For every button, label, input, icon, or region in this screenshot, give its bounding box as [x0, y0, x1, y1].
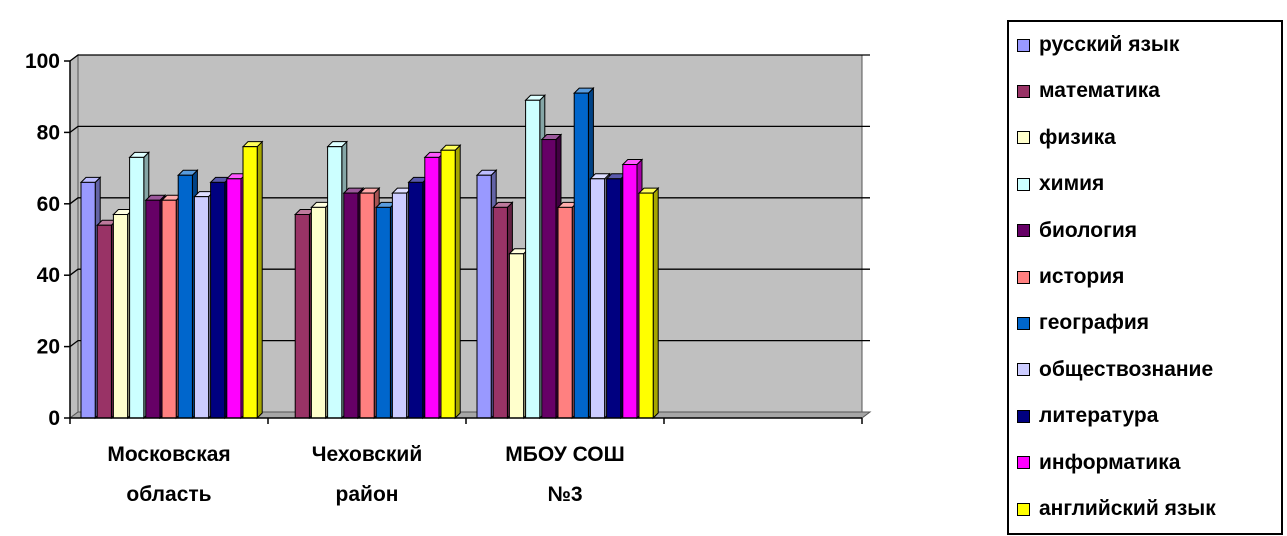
legend-label: химия	[1039, 172, 1105, 196]
bar	[241, 140, 264, 420]
bar-front	[424, 156, 440, 419]
legend-item: физика	[1017, 123, 1116, 153]
bar	[637, 186, 660, 420]
y-tick-label: 40	[37, 264, 60, 287]
legend-item: русский язык	[1017, 30, 1179, 60]
bar-front	[343, 192, 359, 419]
legend-label: математика	[1039, 79, 1160, 103]
legend-label: история	[1039, 265, 1125, 288]
legend-swatch	[1017, 131, 1030, 145]
bar	[439, 144, 462, 420]
legend-swatch	[1017, 409, 1030, 423]
x-category-label: Чеховский	[312, 443, 423, 466]
legend-swatch	[1017, 84, 1030, 98]
legend-swatch	[1017, 270, 1030, 284]
bar-side	[652, 186, 659, 420]
bar-front	[508, 253, 525, 419]
y-tick-label: 0	[48, 407, 60, 430]
y-tick-label: 60	[37, 193, 60, 216]
axes: 0 20 40 60 80 100 Московская область Чеховский ра…	[25, 50, 863, 506]
legend-label: русский язык	[1039, 33, 1180, 56]
side-wall	[69, 54, 79, 419]
bar-front	[327, 146, 343, 419]
bar-chart: 0 20 40 60 80 100 Московская область Чеховский ра…	[25, 50, 872, 506]
legend-item: химия	[1017, 169, 1104, 199]
x-category-label: область	[126, 483, 211, 506]
bar-front	[145, 199, 161, 419]
legend-label: физика	[1039, 125, 1116, 149]
legend-swatch	[1017, 224, 1030, 238]
bar-front	[129, 156, 145, 419]
legend-label: английский язык	[1039, 497, 1216, 520]
bar-front	[80, 181, 96, 419]
legend-label: обществознание	[1039, 357, 1214, 381]
x-category-label: МБОУ СОШ	[505, 443, 624, 466]
bar-front	[408, 181, 424, 419]
legend-label: география	[1039, 311, 1150, 335]
bar-front	[589, 178, 606, 419]
x-category-label: №3	[547, 483, 582, 506]
legend-swatch	[1017, 177, 1030, 191]
legend-item: обществознание	[1017, 355, 1213, 385]
legend-label: биология	[1039, 218, 1137, 242]
bar-front	[476, 174, 492, 419]
legend-swatch	[1017, 363, 1030, 377]
bar-front	[193, 196, 210, 419]
gridline	[69, 125, 870, 133]
bar-front	[391, 192, 408, 419]
bar-front	[161, 199, 177, 419]
bar-side	[256, 140, 263, 420]
legend-label: информатика	[1039, 450, 1181, 474]
bar-front	[440, 149, 456, 419]
bar-front	[622, 164, 638, 419]
bar-front	[375, 206, 391, 419]
legend-swatch	[1017, 38, 1030, 52]
y-tick-label: 80	[37, 121, 60, 144]
bar-front	[96, 224, 112, 419]
bar-front	[359, 192, 375, 419]
x-category-label: Московская	[107, 443, 230, 466]
bar-side	[454, 144, 461, 420]
bar-front	[226, 178, 242, 419]
legend-label: литература	[1039, 404, 1159, 428]
legend-item: история	[1017, 262, 1124, 292]
bar-front	[112, 214, 129, 419]
bar-front	[492, 206, 508, 419]
legend-item: математика	[1017, 76, 1160, 106]
legend-item: литература	[1017, 401, 1158, 431]
bar-front	[606, 178, 622, 419]
legend-swatch	[1017, 456, 1030, 470]
bar-front	[210, 181, 226, 419]
bars	[79, 86, 660, 420]
y-tick-label: 100	[25, 50, 60, 73]
bar-front	[573, 92, 589, 419]
legend: русский язык математика физика химия биологи…	[1007, 20, 1283, 535]
bar-front	[557, 206, 573, 419]
bar-front	[242, 146, 258, 419]
legend-swatch	[1017, 502, 1030, 516]
bar-front	[294, 214, 310, 419]
bar-front	[525, 99, 541, 419]
bar-front	[310, 206, 327, 419]
bar-front	[638, 192, 654, 419]
bar-front	[541, 139, 557, 419]
legend-item: география	[1017, 308, 1149, 338]
y-tick-label: 20	[37, 336, 60, 359]
legend-item: биология	[1017, 216, 1137, 246]
bar-front	[177, 174, 193, 419]
gridline	[69, 54, 870, 62]
legend-swatch	[1017, 316, 1030, 330]
legend-item: английский язык	[1017, 494, 1216, 524]
x-category-label: район	[336, 483, 399, 506]
legend-item: информатика	[1017, 448, 1180, 478]
